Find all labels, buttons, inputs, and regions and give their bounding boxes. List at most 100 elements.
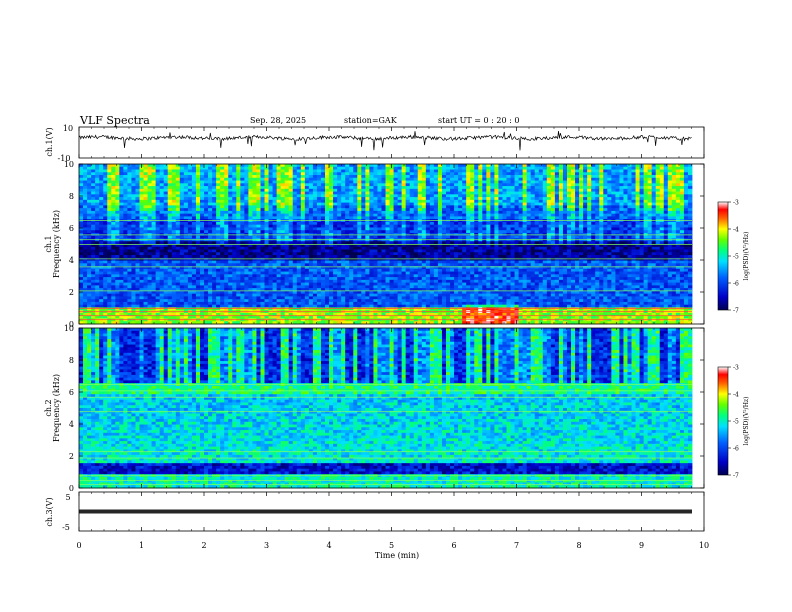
spectrogram-cell bbox=[571, 216, 576, 220]
spectrogram-cell bbox=[675, 183, 681, 187]
spectrogram-cell bbox=[308, 221, 314, 226]
spectrogram-cell bbox=[579, 191, 584, 195]
spectrogram-cell bbox=[462, 235, 467, 239]
spectrogram-cell bbox=[474, 213, 479, 217]
spectrogram-cell bbox=[304, 183, 310, 187]
spectrogram-cell bbox=[518, 221, 524, 226]
spectrogram-cell bbox=[462, 194, 467, 198]
spectrogram-cell bbox=[647, 169, 653, 173]
spectrogram-cell bbox=[542, 172, 548, 176]
spectrogram-cell bbox=[542, 175, 548, 179]
spectrogram-cell bbox=[220, 241, 225, 245]
spectrogram-cell bbox=[341, 246, 346, 250]
spectrogram-cell bbox=[135, 252, 140, 256]
spectrogram-cell bbox=[550, 175, 556, 179]
spectrogram-cell bbox=[329, 224, 334, 228]
spectrogram-cell bbox=[655, 235, 661, 239]
spectrogram-cell bbox=[357, 230, 362, 234]
spectrogram-cell bbox=[159, 199, 165, 204]
spectrogram-cell bbox=[167, 241, 173, 245]
spectrogram-cell bbox=[268, 216, 273, 220]
spectrogram-cell bbox=[647, 216, 653, 220]
spectrogram-cell bbox=[373, 224, 378, 228]
spectrogram-cell bbox=[575, 194, 580, 198]
spectrogram-cell bbox=[87, 169, 92, 173]
spectrogram-cell bbox=[345, 186, 350, 190]
spectrogram-cell bbox=[534, 177, 540, 181]
spectrogram-cell bbox=[79, 208, 84, 212]
spectrogram-cell bbox=[482, 227, 487, 231]
spectrogram-cell bbox=[252, 252, 257, 256]
spectrogram-cell bbox=[433, 199, 439, 204]
spectrogram-cell bbox=[542, 166, 548, 170]
spectrogram-cell bbox=[381, 227, 386, 231]
spectrogram-cell bbox=[139, 208, 144, 212]
spectrogram-cell bbox=[111, 177, 116, 181]
spectrogram-cell bbox=[433, 188, 439, 192]
spectrogram-cell bbox=[397, 169, 403, 173]
spectrogram-cell bbox=[583, 164, 588, 168]
spectrogram-cell bbox=[615, 183, 620, 187]
spectrogram-cell bbox=[679, 227, 685, 231]
spectrogram-cell bbox=[260, 224, 265, 228]
spectrogram-cell bbox=[264, 194, 269, 198]
spectrogram-cell bbox=[454, 208, 459, 212]
spectrogram-cell bbox=[502, 249, 507, 253]
spectrogram-cell bbox=[179, 197, 185, 201]
spectrogram-cell bbox=[474, 175, 479, 179]
spectrogram-cell bbox=[119, 244, 124, 248]
spectrogram-cell bbox=[615, 210, 620, 215]
spectrogram-cell bbox=[187, 210, 193, 215]
spectrogram-cell bbox=[478, 216, 483, 220]
spectrogram-cell bbox=[421, 230, 427, 234]
spectrogram-cell bbox=[538, 210, 544, 215]
spectrogram-cell bbox=[244, 230, 249, 234]
spectrogram-cell bbox=[591, 205, 596, 209]
spectrogram-cell bbox=[615, 241, 620, 245]
spectrogram-cell bbox=[204, 227, 209, 231]
spectrogram-cell bbox=[546, 241, 552, 245]
spectrogram-cell bbox=[179, 172, 185, 176]
spectrogram-cell bbox=[252, 249, 257, 253]
spectrogram-cell bbox=[599, 208, 604, 212]
spectrogram-cell bbox=[466, 246, 471, 250]
spectrogram-cell bbox=[353, 252, 358, 256]
spectrogram-cell bbox=[272, 197, 278, 201]
spectrogram-cell bbox=[655, 221, 661, 226]
spectrogram-cell bbox=[667, 241, 673, 245]
spectrogram-cell bbox=[260, 227, 265, 231]
spectrogram-cell bbox=[591, 197, 596, 201]
spectrogram-cell bbox=[179, 177, 185, 181]
spectrogram-cell bbox=[208, 191, 213, 195]
spectrogram-cell bbox=[280, 235, 286, 239]
spectrogram-cell bbox=[341, 208, 346, 212]
spectrogram-cell bbox=[163, 235, 169, 239]
spectrogram-cell bbox=[349, 246, 354, 250]
spectrogram-cell bbox=[268, 177, 273, 181]
spectrogram-cell bbox=[445, 177, 451, 181]
spectrogram-cell bbox=[409, 244, 415, 248]
spectrogram-cell bbox=[663, 210, 669, 215]
spectrogram-cell bbox=[276, 188, 282, 192]
spectrogram-cell bbox=[663, 169, 669, 173]
spectrogram-cell bbox=[288, 241, 294, 245]
spectrogram-cell bbox=[228, 246, 233, 250]
spectrogram-cell bbox=[199, 202, 205, 206]
spectrogram-cell bbox=[224, 227, 229, 231]
spectrogram-cell bbox=[409, 166, 415, 170]
spectrogram-cell bbox=[361, 194, 366, 198]
spectrogram-cell bbox=[482, 213, 487, 217]
spectrogram-cell bbox=[687, 216, 693, 220]
spectrogram-cell bbox=[474, 246, 479, 250]
spectrogram-cell bbox=[659, 172, 665, 176]
spectrogram-cell bbox=[389, 188, 394, 192]
spectrogram-cell bbox=[179, 180, 185, 184]
spectrogram-cell bbox=[421, 213, 427, 217]
spectrogram-cell bbox=[276, 252, 282, 256]
ch1-spectrogram-image bbox=[79, 164, 693, 325]
spectrogram-cell bbox=[462, 208, 467, 212]
spectrogram-cell bbox=[296, 177, 302, 181]
spectrogram-cell bbox=[405, 175, 411, 179]
spectrogram-cell bbox=[603, 221, 608, 226]
spectrogram-cell bbox=[300, 186, 306, 190]
